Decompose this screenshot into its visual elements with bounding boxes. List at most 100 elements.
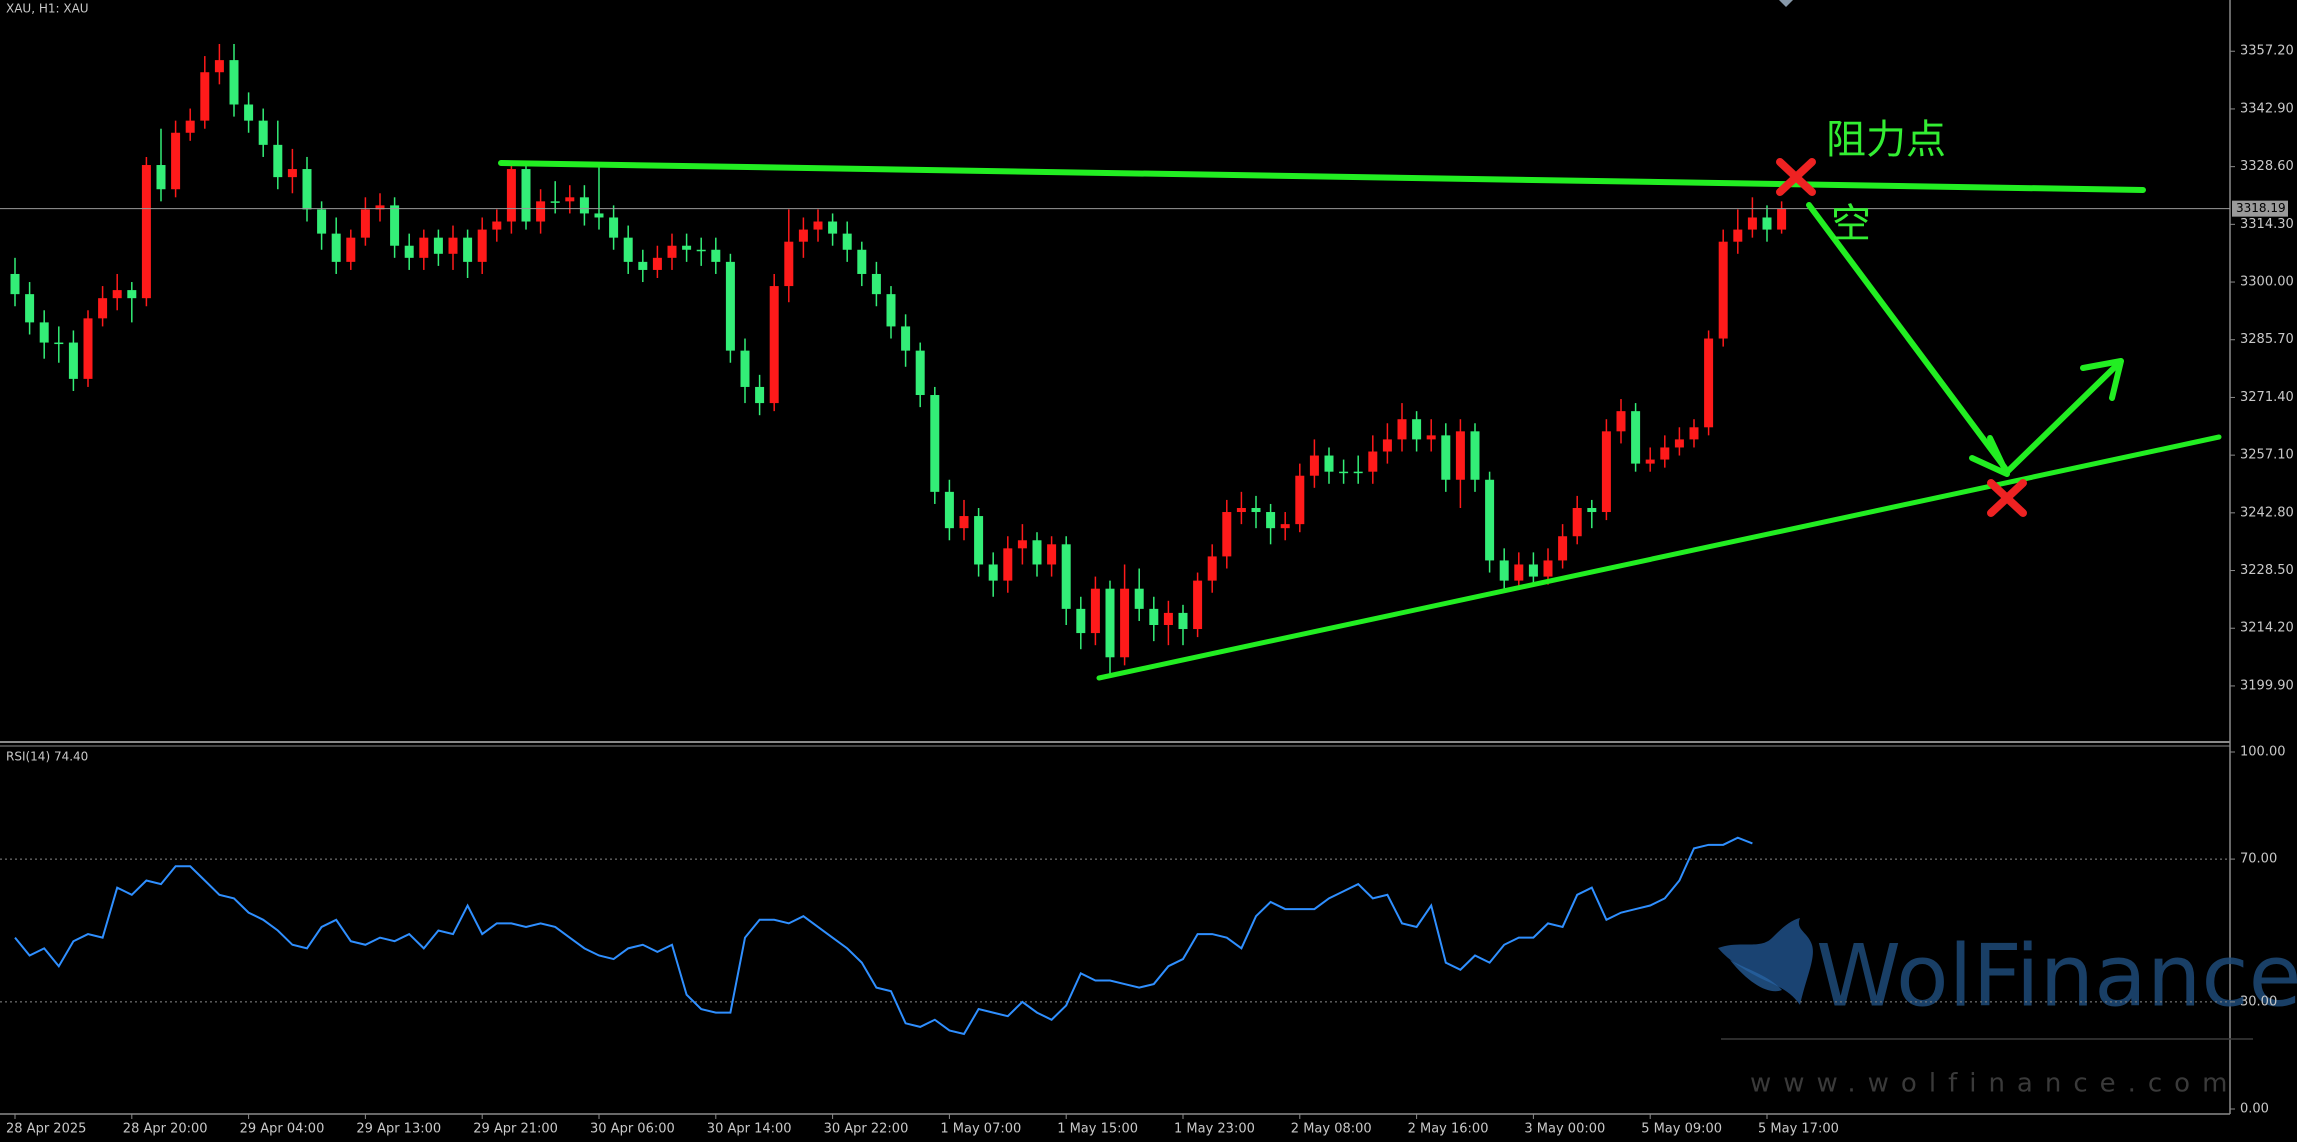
candle — [1120, 564, 1130, 666]
candle-body — [1543, 560, 1553, 577]
candle — [112, 273, 122, 311]
candle — [1076, 596, 1086, 650]
candle-body — [1499, 560, 1509, 581]
candle — [1207, 544, 1217, 593]
candle — [1017, 524, 1027, 565]
candle-body — [1339, 471, 1349, 474]
candle-body — [1324, 455, 1334, 472]
candle — [682, 233, 692, 262]
candle-body — [83, 318, 93, 379]
candle — [1309, 439, 1319, 488]
candle — [886, 286, 896, 339]
candle-body — [1149, 608, 1159, 626]
candle-body — [1397, 419, 1407, 440]
x-tick-label: 1 May 15:00 — [1057, 1122, 1138, 1137]
up-arrow-head — [2080, 358, 2124, 401]
x-tick-label: 29 Apr 21:00 — [473, 1122, 558, 1137]
candle-body — [258, 120, 268, 145]
candle — [302, 156, 312, 222]
candle — [725, 253, 735, 363]
candle — [1134, 568, 1144, 621]
candle-body — [185, 120, 195, 133]
candle — [1601, 419, 1611, 521]
candle — [1105, 580, 1115, 678]
candle-body — [1134, 588, 1144, 609]
candle — [1163, 600, 1173, 646]
x-tick-label: 28 Apr 2025 — [6, 1122, 86, 1137]
candle — [1339, 459, 1349, 484]
candle — [1645, 447, 1655, 472]
candle — [930, 386, 940, 504]
candle-body — [1528, 564, 1538, 577]
cross-mark — [1776, 158, 1816, 196]
candle-body — [433, 237, 443, 254]
resistance-label: 阻力点 — [1826, 117, 1946, 163]
wolf-logo — [1718, 918, 1813, 1005]
candle-body — [1105, 588, 1115, 658]
candle-body — [1295, 475, 1305, 525]
candle-body — [886, 294, 896, 327]
candle-body — [638, 261, 648, 270]
candle — [1178, 604, 1188, 646]
candle-body — [667, 245, 677, 258]
candle-body — [565, 197, 575, 202]
candle-body — [390, 205, 400, 246]
candle — [857, 241, 867, 287]
candle-body — [375, 205, 385, 210]
candle-body — [988, 564, 998, 581]
candle — [1631, 403, 1641, 472]
candle — [141, 156, 151, 307]
candle — [1558, 524, 1568, 569]
candle — [798, 217, 808, 258]
candle — [1762, 205, 1772, 242]
candle-body — [360, 209, 370, 238]
candle — [1455, 419, 1465, 508]
candle-body — [1309, 455, 1319, 476]
candle — [1324, 447, 1334, 484]
candle — [711, 237, 721, 274]
candle — [944, 479, 954, 541]
candle-body — [273, 144, 283, 178]
candle — [1090, 576, 1100, 646]
candle — [901, 314, 911, 367]
candle — [1777, 201, 1787, 234]
watermark-brand: WolFinance — [1816, 926, 2297, 1026]
candle — [1412, 411, 1422, 452]
candle-body — [1251, 507, 1261, 513]
candle — [842, 221, 852, 262]
candle-body — [1762, 217, 1772, 230]
candle — [1295, 463, 1305, 533]
watermark: WolFinance www.wolfinance.com — [1718, 918, 2297, 1099]
candle-body — [974, 516, 984, 565]
data-layer: 3357.20 3342.90 3328.60 3314.30 3300.00 3285.… — [0, 44, 2294, 1137]
candle — [375, 193, 385, 222]
candle-body — [1616, 411, 1626, 432]
candle — [156, 128, 166, 202]
candle-body — [25, 294, 35, 323]
y-tick-label: 30.00 — [2240, 994, 2277, 1009]
candle-body — [1587, 507, 1597, 513]
x-tick-label: 2 May 16:00 — [1408, 1122, 1489, 1137]
candle-body — [930, 395, 940, 492]
wolf-logo-tail — [1730, 960, 1782, 992]
candle-body — [1558, 536, 1568, 561]
header: XAU, H1: XAU — [6, 2, 89, 16]
candle — [1674, 427, 1684, 456]
candle-body — [1718, 241, 1728, 339]
candle — [871, 261, 881, 307]
candle-body — [98, 298, 108, 319]
candle-body — [302, 169, 312, 210]
candle — [1236, 491, 1246, 525]
candle — [492, 209, 502, 242]
candle-body — [244, 104, 254, 121]
candle-body — [448, 237, 458, 254]
candle-body — [287, 169, 297, 178]
candle-body — [1120, 588, 1130, 658]
candle — [214, 43, 224, 85]
candle-body — [1660, 447, 1670, 460]
candle — [1572, 495, 1582, 545]
candle — [1149, 596, 1159, 642]
candle — [1280, 512, 1290, 541]
candle — [755, 374, 765, 416]
candle — [1061, 536, 1071, 626]
